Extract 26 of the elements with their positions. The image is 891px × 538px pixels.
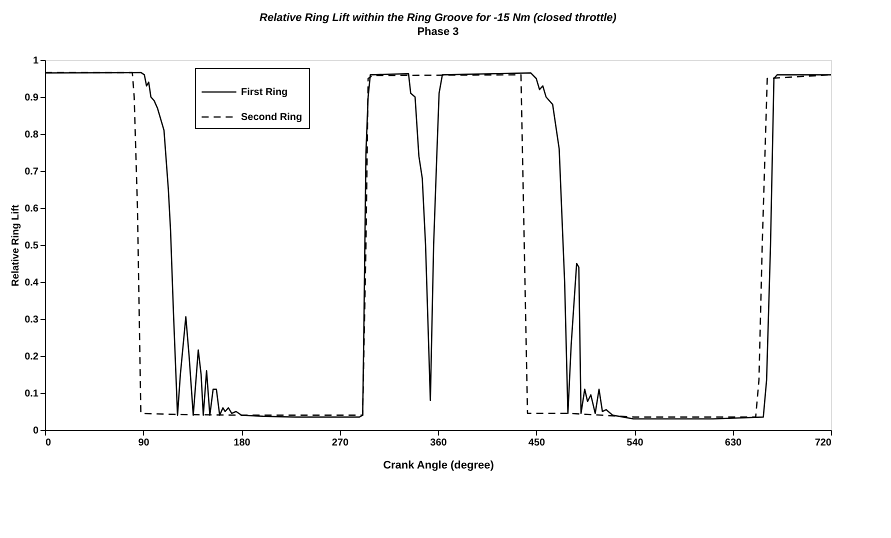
y-tick-label: 0.1: [24, 388, 39, 400]
x-axis-title: Crank Angle (degree): [383, 460, 494, 472]
x-tick-label: 90: [138, 438, 150, 448]
x-tick-label: 540: [626, 438, 644, 448]
legend-label: First Ring: [241, 87, 288, 98]
y-axis-title: Relative Ring Lift: [10, 204, 22, 286]
y-tick-label: 1: [32, 56, 39, 66]
x-tick-label: 630: [724, 438, 742, 448]
x-tick-label: 450: [528, 438, 546, 448]
y-tick-label: 0.4: [24, 278, 39, 288]
chart-title: Relative Ring Lift within the Ring Groove for -15 Nm (closed throttle): [260, 12, 617, 24]
x-tick-label: 180: [234, 438, 251, 448]
chart-subtitle: Phase 3: [417, 26, 459, 38]
x-tick-label: 270: [332, 438, 350, 448]
x-tick-label: 0: [46, 438, 52, 448]
x-tick-label: 360: [430, 438, 448, 448]
y-tick-label: 0.2: [24, 352, 39, 362]
x-tick-label: 720: [814, 438, 832, 448]
y-tick-label: 0.9: [24, 92, 39, 104]
y-tick-label: 0.3: [24, 314, 39, 326]
y-tick-label: 0: [32, 426, 39, 436]
y-tick-label: 0.8: [24, 130, 39, 140]
legend-label: Second Ring: [241, 112, 302, 123]
y-tick-label: 0.7: [24, 166, 39, 178]
y-tick-label: 0.6: [24, 204, 39, 214]
y-tick-label: 0.5: [24, 240, 39, 252]
